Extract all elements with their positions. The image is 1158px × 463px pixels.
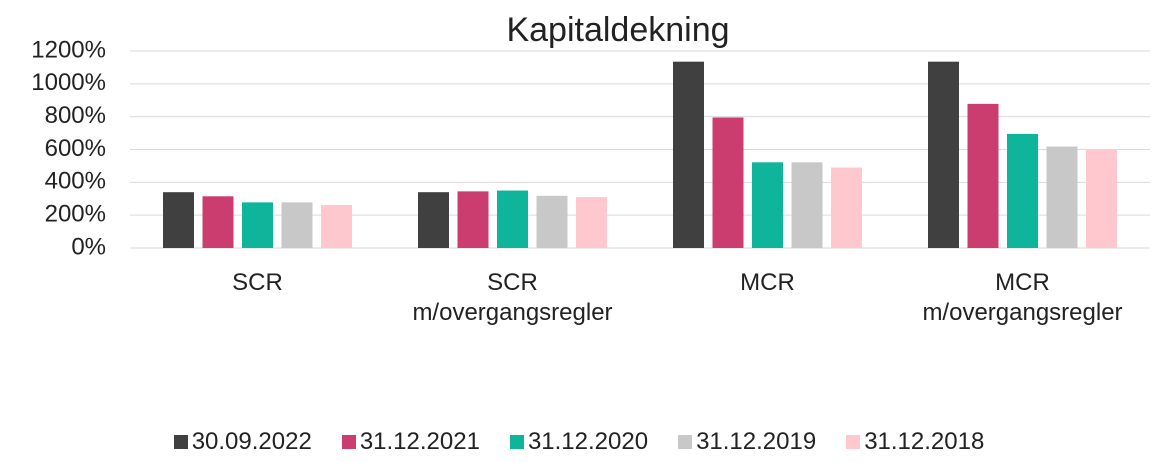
bar [281,202,313,248]
bar [791,162,823,248]
y-tick-label: 1000% [31,69,106,96]
bar [202,196,234,248]
bar [967,103,999,248]
legend-swatch [846,435,861,449]
legend-swatch [678,435,693,449]
y-tick-label: 400% [45,168,106,195]
bar [418,192,449,248]
x-tick-label: MCR [740,269,795,296]
x-tick-label: SCR [232,269,283,296]
bar [831,167,862,248]
bar [457,191,489,248]
legend-swatch [173,435,188,449]
legend-label: 31.12.2020 [527,428,649,455]
bar [163,192,194,248]
legend-label: 31.12.2018 [864,428,985,455]
legend-swatch [509,435,524,449]
bar [752,162,783,248]
bar [536,195,568,248]
legend-label: 31.12.2021 [359,428,480,455]
bar [928,61,959,248]
chart-title: Kapitaldekning [506,11,729,49]
y-tick-label: 200% [45,201,106,228]
bar [497,190,528,248]
legend-label: 31.12.2019 [696,428,817,455]
legend-item: 31.12.2019 [678,428,816,456]
bar [712,117,744,248]
y-tick-label: 0% [71,233,106,260]
bar [242,202,273,248]
legend-item: 30.09.2022 [173,428,312,456]
bar [673,61,704,248]
y-tick-label: 800% [45,102,106,129]
x-tick-label: SCR m/overgangsregler [412,269,613,326]
bar [1007,133,1038,248]
y-tick-label: 1200% [31,36,106,63]
bar [1086,149,1117,248]
bar [1046,146,1078,248]
legend-item: 31.12.2020 [509,428,649,456]
bar [321,204,352,248]
bar [576,197,607,248]
legend-label: 30.09.2022 [191,428,312,455]
legend: 30.09.2022 31.12.2021 31.12.2020 31.12.2019… [0,428,1158,456]
legend-item: 31.12.2021 [341,428,480,456]
legend-item: 31.12.2018 [846,428,984,456]
legend-swatch [341,435,356,449]
x-tick-label: MCR m/overgangsregler [922,269,1123,326]
y-tick-label: 600% [45,135,106,162]
